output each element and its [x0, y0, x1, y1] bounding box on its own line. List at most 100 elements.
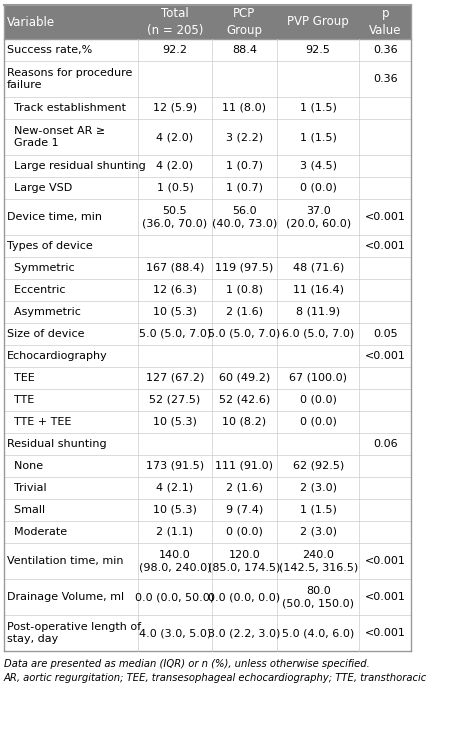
Text: 10 (5.3): 10 (5.3) — [153, 417, 197, 427]
Text: 0.05: 0.05 — [373, 329, 398, 339]
Bar — [3, 257, 411, 279]
Text: 1 (1.5): 1 (1.5) — [300, 132, 337, 142]
Bar — [3, 279, 411, 301]
Text: 0.36: 0.36 — [373, 74, 398, 84]
Text: Success rate,%: Success rate,% — [7, 45, 92, 55]
Text: 140.0
(98.0, 240.0): 140.0 (98.0, 240.0) — [139, 550, 211, 573]
Bar — [3, 499, 411, 521]
Bar — [3, 61, 411, 97]
Bar — [3, 477, 411, 499]
Text: 3 (2.2): 3 (2.2) — [226, 132, 263, 142]
Bar — [3, 521, 411, 543]
Text: AR, aortic regurgitation; TEE, transesophageal echocardiography; TTE, transthora: AR, aortic regurgitation; TEE, transesop… — [3, 673, 427, 683]
Text: 6.0 (5.0, 7.0): 6.0 (5.0, 7.0) — [282, 329, 354, 339]
Bar — [3, 119, 411, 155]
Text: 0 (0.0): 0 (0.0) — [300, 183, 337, 193]
Bar — [3, 433, 411, 455]
Text: <0.001: <0.001 — [365, 212, 406, 222]
Text: 240.0
(142.5, 316.5): 240.0 (142.5, 316.5) — [279, 550, 358, 573]
Text: 67 (100.0): 67 (100.0) — [289, 373, 347, 383]
Text: TEE: TEE — [7, 373, 35, 383]
Text: 12 (6.3): 12 (6.3) — [153, 285, 197, 295]
Text: 0 (0.0): 0 (0.0) — [226, 527, 263, 537]
Text: 62 (92.5): 62 (92.5) — [292, 461, 344, 471]
Text: 2 (1.1): 2 (1.1) — [156, 527, 193, 537]
Text: 2 (1.6): 2 (1.6) — [226, 483, 263, 493]
Text: Post-operative length of
stay, day: Post-operative length of stay, day — [7, 622, 141, 644]
Text: Symmetric: Symmetric — [7, 263, 74, 273]
Text: TTE: TTE — [7, 395, 34, 405]
Text: Asymmetric: Asymmetric — [7, 307, 81, 317]
Bar — [3, 155, 411, 177]
Text: Variable: Variable — [7, 15, 55, 29]
Text: 1 (1.5): 1 (1.5) — [300, 505, 337, 515]
Text: 37.0
(20.0, 60.0): 37.0 (20.0, 60.0) — [286, 206, 351, 228]
Text: 92.2: 92.2 — [163, 45, 187, 55]
Text: 0.36: 0.36 — [373, 45, 398, 55]
Text: 10 (8.2): 10 (8.2) — [222, 417, 266, 427]
Text: 119 (97.5): 119 (97.5) — [215, 263, 273, 273]
Text: 80.0
(50.0, 150.0): 80.0 (50.0, 150.0) — [282, 586, 354, 608]
Bar — [3, 543, 411, 579]
Text: Size of device: Size of device — [7, 329, 84, 339]
Text: 11 (8.0): 11 (8.0) — [222, 103, 266, 113]
Bar — [3, 39, 411, 61]
Text: 5.0 (5.0, 7.0): 5.0 (5.0, 7.0) — [139, 329, 211, 339]
Text: 173 (91.5): 173 (91.5) — [146, 461, 204, 471]
Text: 50.5
(36.0, 70.0): 50.5 (36.0, 70.0) — [142, 206, 208, 228]
Text: Data are presented as median (IQR) or n (%), unless otherwise specified.: Data are presented as median (IQR) or n … — [3, 659, 369, 669]
Text: 8 (11.9): 8 (11.9) — [296, 307, 340, 317]
Bar — [3, 411, 411, 433]
Text: 11 (16.4): 11 (16.4) — [292, 285, 344, 295]
Text: <0.001: <0.001 — [365, 241, 406, 251]
Bar — [3, 455, 411, 477]
Text: 5.0 (4.0, 6.0): 5.0 (4.0, 6.0) — [282, 628, 354, 638]
Bar — [3, 97, 411, 119]
Text: 9 (7.4): 9 (7.4) — [226, 505, 263, 515]
Text: TTE + TEE: TTE + TEE — [7, 417, 72, 427]
Text: PVP Group: PVP Group — [287, 15, 349, 29]
Text: 12 (5.9): 12 (5.9) — [153, 103, 197, 113]
Text: 1 (0.5): 1 (0.5) — [156, 183, 193, 193]
Text: 52 (42.6): 52 (42.6) — [219, 395, 270, 405]
Text: 167 (88.4): 167 (88.4) — [146, 263, 204, 273]
Bar — [3, 177, 411, 199]
Text: None: None — [7, 461, 43, 471]
Bar — [3, 389, 411, 411]
Text: PCP
Group: PCP Group — [227, 7, 263, 37]
Text: New-onset AR ≥
  Grade 1: New-onset AR ≥ Grade 1 — [7, 126, 105, 148]
Text: <0.001: <0.001 — [365, 556, 406, 566]
Text: Reasons for procedure
failure: Reasons for procedure failure — [7, 68, 132, 90]
Text: 4 (2.1): 4 (2.1) — [156, 483, 193, 493]
Text: 0.06: 0.06 — [373, 439, 398, 449]
Text: 1 (0.8): 1 (0.8) — [226, 285, 263, 295]
Bar — [3, 615, 411, 651]
Text: Residual shunting: Residual shunting — [7, 439, 107, 449]
Text: 1 (0.7): 1 (0.7) — [226, 183, 263, 193]
Bar — [3, 199, 411, 235]
Text: Large VSD: Large VSD — [7, 183, 72, 193]
Text: 4 (2.0): 4 (2.0) — [156, 132, 193, 142]
Text: Device time, min: Device time, min — [7, 212, 102, 222]
Text: 1 (1.5): 1 (1.5) — [300, 103, 337, 113]
Text: Drainage Volume, ml: Drainage Volume, ml — [7, 592, 124, 602]
Text: 92.5: 92.5 — [306, 45, 331, 55]
Bar — [3, 301, 411, 323]
Text: 5.0 (5.0, 7.0): 5.0 (5.0, 7.0) — [208, 329, 281, 339]
Text: 3 (4.5): 3 (4.5) — [300, 161, 337, 171]
Text: Types of device: Types of device — [7, 241, 93, 251]
Text: Echocardiography: Echocardiography — [7, 351, 108, 361]
Text: 111 (91.0): 111 (91.0) — [215, 461, 273, 471]
Text: 56.0
(40.0, 73.0): 56.0 (40.0, 73.0) — [212, 206, 277, 228]
Text: Total
(n = 205): Total (n = 205) — [147, 7, 203, 37]
Text: Moderate: Moderate — [7, 527, 67, 537]
Text: Trivial: Trivial — [7, 483, 46, 493]
Bar — [3, 5, 411, 39]
Text: 0 (0.0): 0 (0.0) — [300, 417, 337, 427]
Text: 0 (0.0): 0 (0.0) — [300, 395, 337, 405]
Text: Track establishment: Track establishment — [7, 103, 126, 113]
Text: 1 (0.7): 1 (0.7) — [226, 161, 263, 171]
Text: 88.4: 88.4 — [232, 45, 257, 55]
Bar — [3, 345, 411, 367]
Text: p
Value: p Value — [369, 7, 401, 37]
